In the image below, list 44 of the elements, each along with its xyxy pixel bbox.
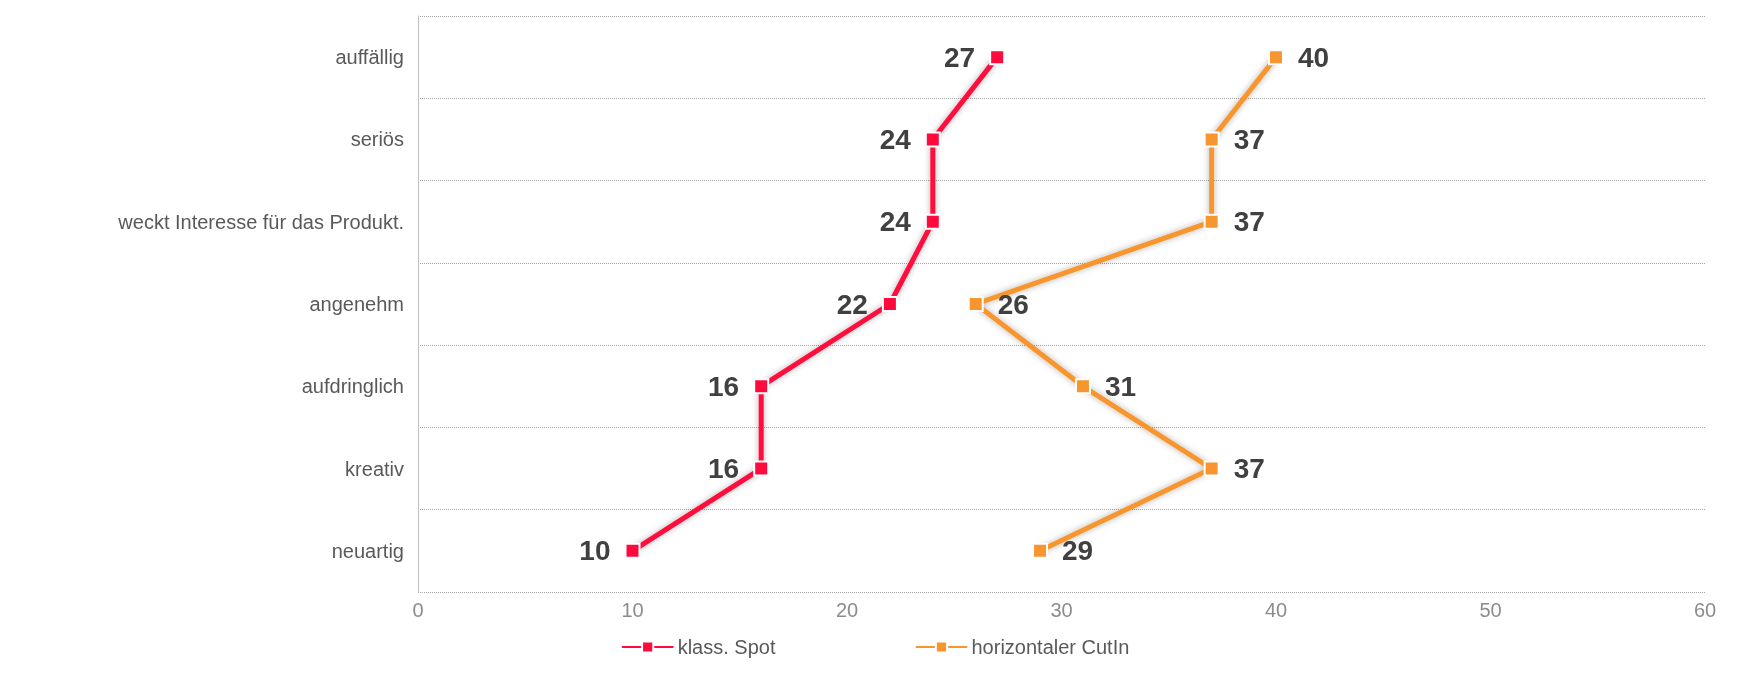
point <box>1203 460 1220 477</box>
y-tick-label: angenehm <box>309 293 404 315</box>
x-tick-label: 10 <box>621 599 644 621</box>
data-label: 24 <box>879 206 912 238</box>
data-label: 16 <box>708 453 740 485</box>
point <box>1203 213 1220 230</box>
x-tick-label: 50 <box>1479 599 1502 621</box>
data-label: 29 <box>1062 535 1094 567</box>
point <box>924 131 941 148</box>
point <box>624 542 641 559</box>
y-tick-label: seriös <box>350 128 404 151</box>
data-label: 40 <box>1298 41 1330 73</box>
point <box>753 460 770 477</box>
x-tick-label: 20 <box>835 599 859 621</box>
point <box>967 296 984 312</box>
data-label: 37 <box>1233 206 1265 238</box>
legend-label: horizontaler CutIn <box>971 636 1130 658</box>
data-label: 24 <box>879 123 912 155</box>
data-label: 37 <box>1233 453 1265 485</box>
y-tick-label: aufdringlich <box>301 375 404 398</box>
point <box>1203 131 1220 148</box>
point <box>924 213 941 230</box>
data-label: 10 <box>579 535 611 567</box>
point <box>1032 542 1049 559</box>
y-tick-label: neuartig <box>331 539 404 562</box>
point <box>989 49 1006 66</box>
y-tick-label: weckt Interesse für das Produkt. <box>117 210 404 233</box>
x-tick-label: 0 <box>412 599 424 621</box>
x-tick-label: 30 <box>1050 599 1073 621</box>
legend-label: klass. Spot <box>677 636 776 658</box>
point <box>881 296 898 312</box>
point <box>1268 49 1284 66</box>
data-label: 31 <box>1104 370 1137 402</box>
data-label: 26 <box>997 288 1029 320</box>
x-tick-label: 40 <box>1264 599 1288 621</box>
point <box>753 378 770 395</box>
y-tick-label: kreativ <box>345 457 404 480</box>
point <box>1074 378 1091 395</box>
y-tick-label: auffällig <box>335 46 404 69</box>
data-label: 16 <box>708 370 740 402</box>
data-label: 22 <box>836 288 868 320</box>
x-tick-label: 60 <box>1693 599 1717 621</box>
data-label: 37 <box>1233 123 1265 155</box>
data-label: 27 <box>943 41 976 73</box>
